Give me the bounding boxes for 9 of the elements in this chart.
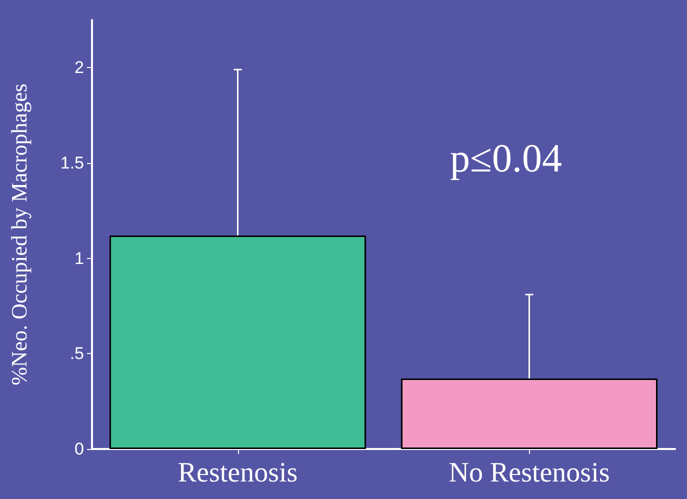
y-axis-title: %Neo. Occupied by Macrophages [6,84,32,386]
y-tick-label: .5 [70,344,84,364]
y-tick-label: 1.5 [60,154,84,172]
x-tick-label: No Restenosis [448,458,610,488]
y-tick-label: 0 [74,440,84,458]
annotation: p≤0.04 [450,136,562,180]
x-tick-label: Restenosis [178,458,298,488]
y-tick-label: 2 [74,58,84,78]
y-tick-label: 1 [74,248,84,268]
